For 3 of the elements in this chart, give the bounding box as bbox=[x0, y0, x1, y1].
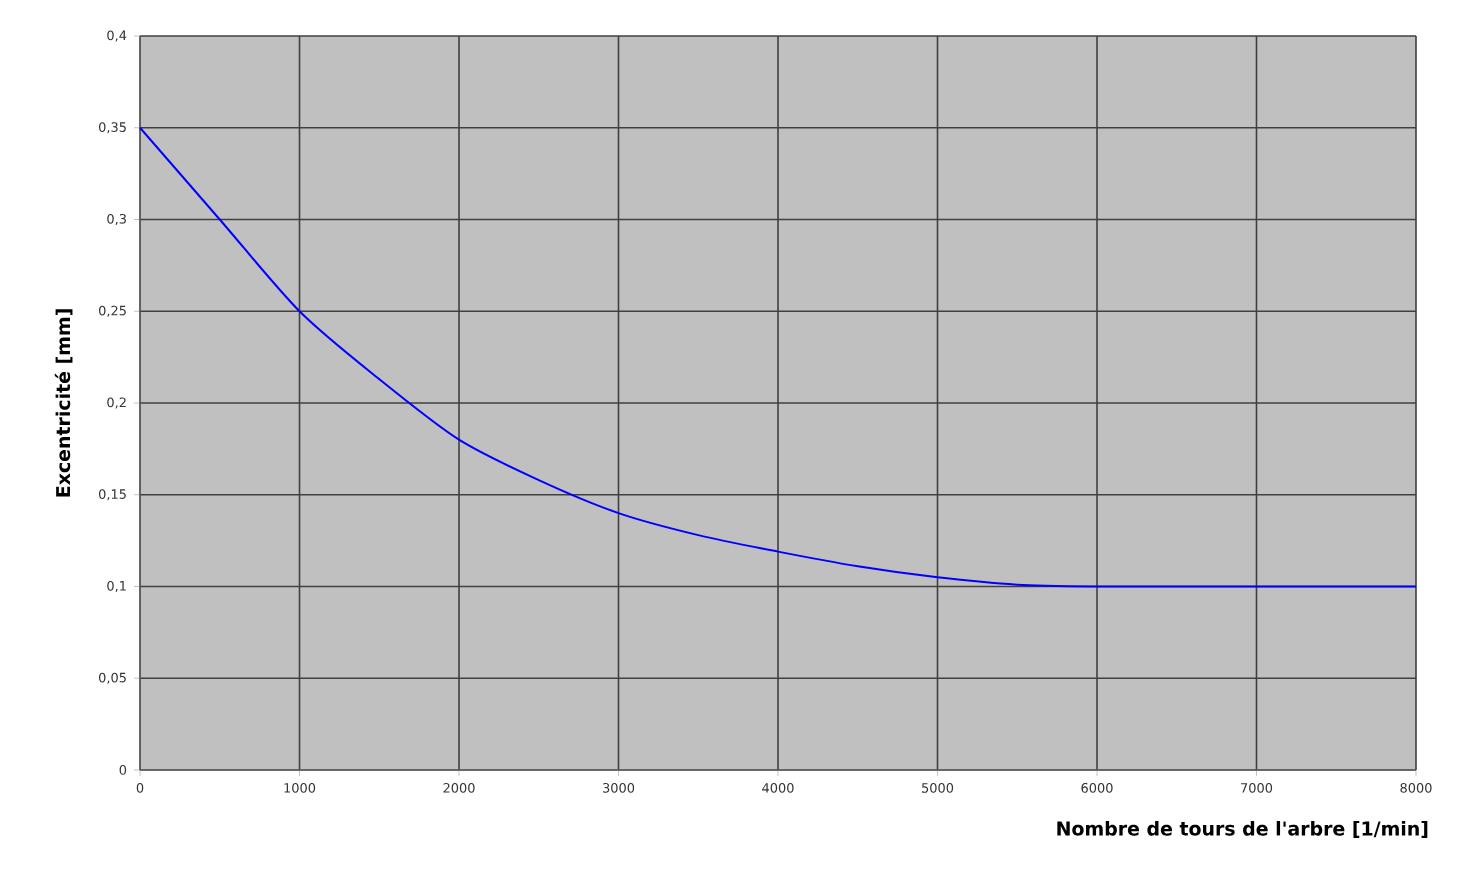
x-axis-title: Nombre de tours de l'arbre [1/min] bbox=[1057, 821, 1428, 838]
y-axis-title: Excentricité [mm] bbox=[54, 309, 73, 497]
line-series bbox=[139, 126, 1417, 588]
